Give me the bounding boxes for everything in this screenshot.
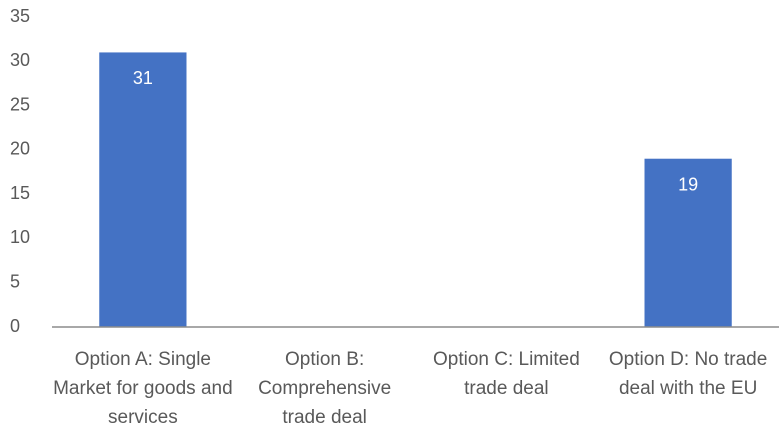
x-tick-label: Option D: No trade deal with the EU [608,349,768,399]
data-label: 31 [133,68,153,88]
y-tick-label: 0 [10,316,20,336]
y-tick-label: 5 [10,271,20,291]
y-tick-label: 15 [10,183,30,203]
x-tick-label: Option C: Limited trade deal [432,349,580,399]
x-tick-label: Option A: Single Market for goods and se… [53,349,233,428]
data-label: 19 [678,174,698,194]
x-tick-label: Option B: Comprehensive trade deal [258,349,392,428]
bar [644,158,732,327]
bar [99,52,187,328]
y-tick-label: 10 [10,227,30,247]
y-tick-label: 30 [10,50,30,70]
y-tick-label: 25 [10,94,30,114]
y-tick-label: 20 [10,139,30,159]
y-tick-label: 35 [10,6,30,26]
